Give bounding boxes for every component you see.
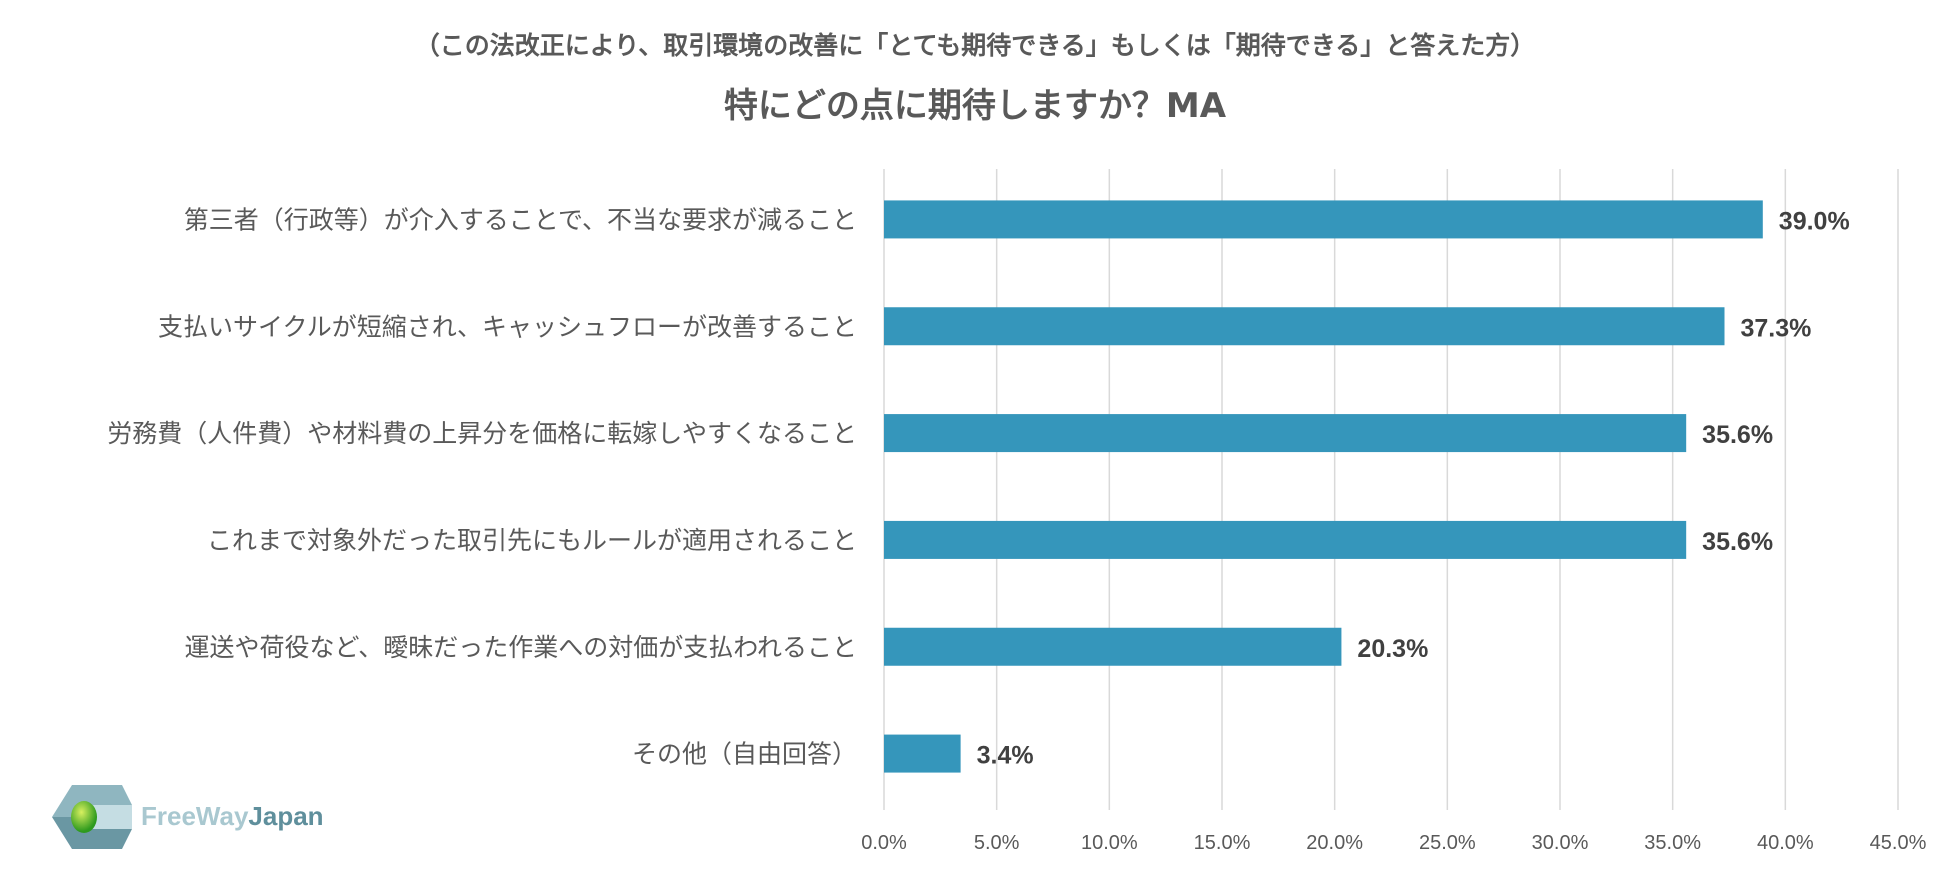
bar bbox=[884, 520, 1687, 559]
x-tick-label: 10.0% bbox=[1081, 832, 1138, 854]
data-label: 39.0% bbox=[1779, 207, 1850, 235]
bar bbox=[884, 627, 1342, 666]
x-tick-label: 30.0% bbox=[1532, 832, 1589, 854]
x-tick-label: 5.0% bbox=[974, 832, 1020, 854]
x-tick-label: 20.0% bbox=[1306, 832, 1363, 854]
data-label: 37.3% bbox=[1740, 314, 1811, 342]
chart-subtitle: （この法改正により、取引環境の改善に「とても期待できる」もしくは「期待できる」と… bbox=[414, 31, 1536, 60]
x-tick-label: 45.0% bbox=[1870, 832, 1927, 854]
bar bbox=[884, 307, 1725, 346]
logo-text-freeway: FreeWay bbox=[141, 801, 249, 831]
bar bbox=[884, 734, 961, 773]
x-tick-label: 40.0% bbox=[1757, 832, 1814, 854]
bar bbox=[884, 200, 1763, 239]
x-tick-label: 25.0% bbox=[1419, 832, 1476, 854]
data-label: 35.6% bbox=[1702, 528, 1773, 556]
chart-title: 特にどの点に期待しますか？MA bbox=[723, 86, 1227, 126]
category-label: 労務費（人件費）や材料費の上昇分を価格に転嫁しやすくなること bbox=[107, 419, 857, 448]
freewayjapan-logo-icon bbox=[52, 785, 132, 849]
x-tick-label: 35.0% bbox=[1644, 832, 1701, 854]
data-label: 20.3% bbox=[1357, 635, 1428, 663]
logo-text-japan: Japan bbox=[248, 801, 324, 831]
data-label: 3.4% bbox=[977, 742, 1034, 770]
category-label: その他（自由回答） bbox=[632, 740, 857, 769]
category-label: 運送や荷役など、曖昧だった作業への対価が支払われること bbox=[184, 633, 857, 662]
logo-text: FreeWayJapan bbox=[141, 801, 324, 832]
category-label: 支払いサイクルが短縮され、キャッシュフローが改善すること bbox=[158, 312, 857, 341]
x-tick-label: 0.0% bbox=[861, 832, 907, 854]
category-label: これまで対象外だった取引先にもルールが適用されること bbox=[207, 526, 857, 555]
x-tick-label: 15.0% bbox=[1194, 832, 1251, 854]
data-label: 35.6% bbox=[1702, 421, 1773, 449]
bar bbox=[884, 414, 1687, 453]
category-label: 第三者（行政等）が介入することで、不当な要求が減ること bbox=[184, 205, 857, 234]
